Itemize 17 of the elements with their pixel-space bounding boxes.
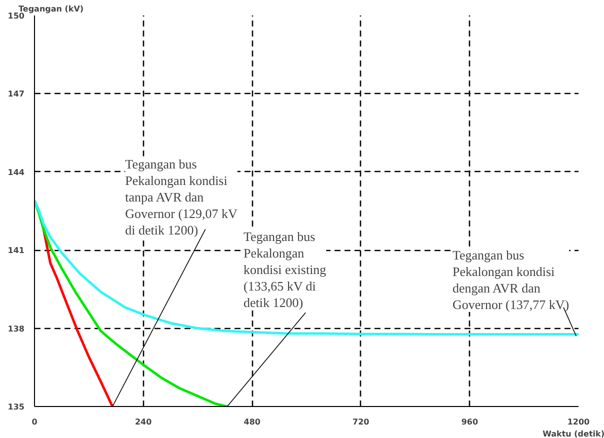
x-tick-label: 960 bbox=[461, 418, 478, 426]
x-tick-label: 1200 bbox=[567, 418, 590, 426]
x-tick-label: 720 bbox=[352, 418, 370, 426]
y-tick-label: 135 bbox=[8, 402, 25, 412]
x-axis-title: Waktu (detik) bbox=[542, 430, 604, 438]
y-axis-title: Tegangan (kV) bbox=[18, 4, 84, 14]
y-tick-label: 150 bbox=[8, 12, 25, 20]
y-tick-label: 141 bbox=[8, 246, 25, 256]
x-tick-label: 480 bbox=[244, 418, 261, 426]
x-tick-label: 240 bbox=[134, 418, 152, 426]
annotation: Tegangan bus Pekalongan kondisi existing (133,65 kV di detik 1200) bbox=[243, 229, 327, 310]
annotation: Tegangan bus Pekalongan kondisi tanpa AVR dan Governor (129,07 kV di detik 1200) bbox=[125, 156, 238, 238]
y-tick-label: 147 bbox=[8, 90, 25, 99]
y-tick-label: 144 bbox=[8, 168, 25, 177]
annotation: Tegangan bus Pekalongan kondisi dengan AVR dan Governor (137,77 kV) bbox=[452, 247, 570, 312]
x-tick-label: 0 bbox=[32, 418, 38, 426]
y-tick-label: 138 bbox=[8, 324, 25, 334]
